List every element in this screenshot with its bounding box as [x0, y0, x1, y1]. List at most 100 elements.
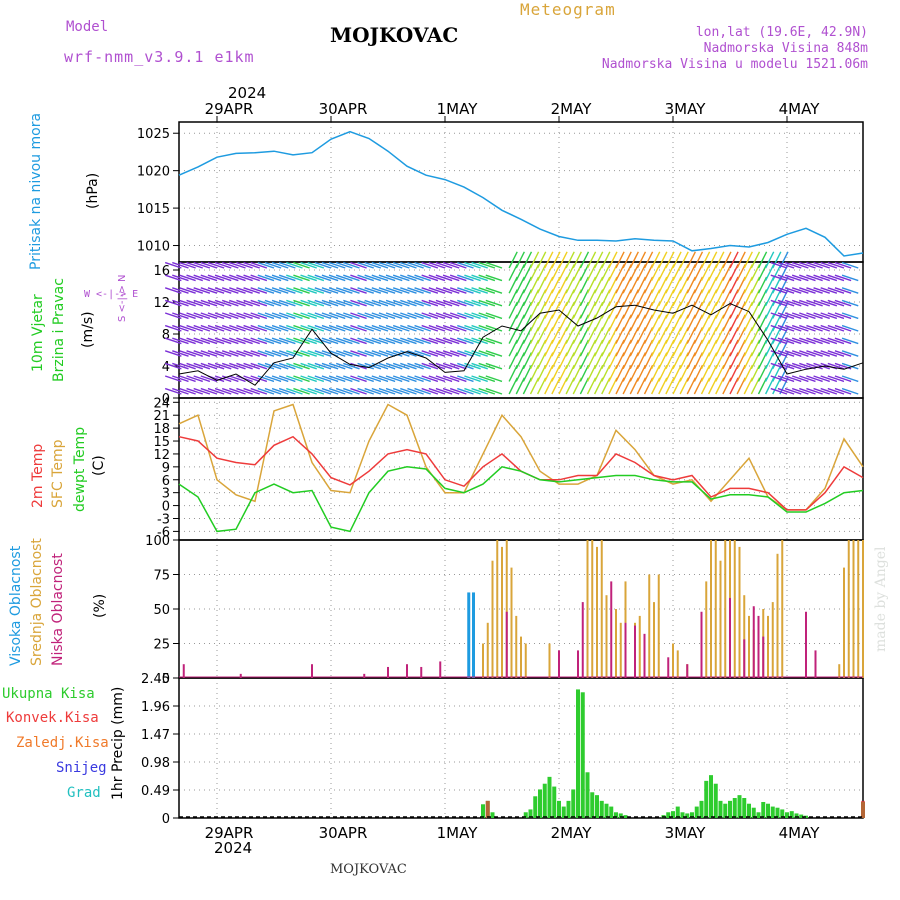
wind-barb: [799, 375, 816, 383]
x-tick-label-top: 2MAY: [551, 100, 593, 118]
wind-barb: [770, 337, 788, 345]
wind-barb: [435, 312, 453, 320]
model-elevation-label: Nadmorska Visina u modelu 1521.06m: [601, 57, 868, 72]
wind-barb: [784, 387, 802, 395]
y-tick-label: 0: [162, 672, 170, 687]
wind-barb: [236, 261, 253, 269]
wind-barb: [515, 327, 525, 344]
wind-barb: [551, 276, 561, 294]
wind-barb: [757, 377, 768, 395]
wind-barb: [236, 337, 253, 345]
wind-barb: [565, 276, 575, 294]
wind-barb: [715, 339, 725, 357]
precip-bar: [766, 803, 770, 818]
wind-barb: [827, 274, 845, 282]
wind-barb: [608, 327, 618, 344]
wind-barb: [357, 337, 374, 345]
wind-barb: [841, 287, 859, 294]
wind-barb: [558, 352, 568, 370]
wind-barb: [428, 350, 446, 357]
precip-bar: [590, 792, 595, 818]
wind-barb: [750, 364, 761, 382]
wind-barb: [400, 274, 417, 282]
wind-barb: [764, 251, 775, 269]
wind-barb: [672, 339, 682, 357]
wind-barb: [378, 324, 396, 332]
wind-barb: [243, 261, 260, 269]
wind-barb: [615, 377, 625, 395]
wind-barb: [757, 339, 768, 357]
wind-barb: [529, 339, 540, 357]
wind-barb: [544, 377, 554, 395]
wind-barb: [679, 377, 689, 395]
cloud-bar: [515, 615, 518, 678]
cloud-bar: [643, 633, 646, 678]
wind-barb: [449, 287, 467, 294]
cloud-bar: [686, 664, 689, 678]
wind-barb: [522, 364, 533, 382]
wind-barb: [172, 287, 189, 294]
wind-barb: [665, 327, 675, 344]
wind-barb: [729, 314, 739, 332]
wind-barb: [784, 337, 802, 345]
wind-barb: [214, 274, 232, 282]
wind-barb: [729, 352, 739, 370]
wind-barb: [321, 312, 339, 320]
cloud-bar: [182, 664, 185, 678]
cloud-bar: [520, 636, 522, 678]
wind-barb: [665, 276, 675, 294]
precip-bar: [770, 806, 775, 818]
footer-station: MOJKOVAC: [330, 862, 407, 877]
wind-barb: [529, 314, 540, 332]
wind-barb: [293, 299, 310, 307]
wind-barb: [750, 314, 761, 332]
wind-barb: [779, 339, 789, 357]
wind-barb: [565, 301, 575, 319]
cloud-bar: [757, 615, 760, 678]
wind-barb: [529, 301, 540, 319]
wind-barb: [806, 375, 823, 383]
wind-barb: [799, 337, 816, 345]
wind-barb: [629, 339, 639, 357]
wind-barb: [385, 312, 403, 320]
wind-barb: [757, 352, 768, 370]
cloud-bar: [638, 615, 641, 678]
wind-barb: [715, 377, 725, 395]
wind-barb: [428, 312, 446, 320]
wind-barb: [601, 301, 611, 319]
wind-barb: [643, 289, 654, 307]
wind-barb: [629, 251, 639, 269]
wind-barb: [385, 261, 403, 269]
wind-barb: [321, 387, 339, 395]
wind-barb: [221, 274, 239, 282]
wind-barb: [214, 387, 232, 395]
wind-barb: [806, 312, 823, 320]
precip-bar: [680, 812, 685, 818]
wind-barb: [414, 274, 431, 282]
wind-barb: [357, 261, 374, 269]
wind-barb: [764, 289, 775, 307]
wind-barb: [779, 289, 789, 307]
wind-barb: [770, 299, 788, 307]
wind-barb: [707, 339, 718, 357]
wind-barb: [743, 327, 753, 344]
wind-barb: [243, 324, 260, 332]
wind-barb: [593, 327, 604, 344]
wind-barb: [529, 364, 540, 382]
wind-barb: [827, 375, 845, 383]
wind-barb: [764, 264, 775, 281]
wind-barb: [558, 289, 568, 307]
wind-barb: [672, 327, 682, 344]
wind-barb: [371, 287, 389, 294]
wind-barb: [314, 261, 332, 269]
wind-barb: [558, 327, 568, 344]
wind-barb: [665, 251, 675, 269]
wind-barb: [686, 314, 696, 332]
wind-barb: [471, 274, 488, 282]
wind-barb: [679, 264, 689, 281]
wind-barb: [791, 362, 809, 370]
wind-barb: [629, 289, 639, 307]
wind-barb: [820, 274, 838, 282]
wind-barb: [608, 364, 618, 382]
wind-barb: [572, 352, 582, 370]
